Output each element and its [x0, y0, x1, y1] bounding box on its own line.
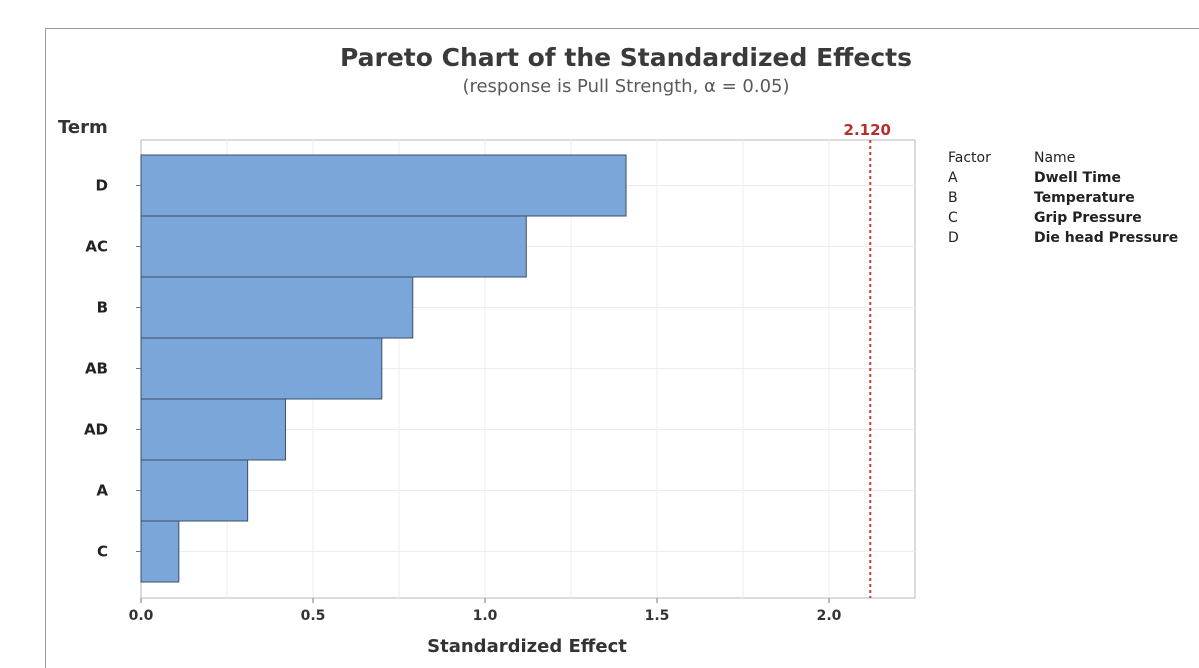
legend-factor-c: C	[948, 210, 958, 226]
x-tick-label: 2.0	[817, 608, 842, 624]
bar-a	[140, 459, 249, 522]
y-tick-label-ac: AC	[85, 238, 108, 256]
legend-name-b: Temperature	[1034, 190, 1135, 206]
legend-header-name: Name	[1034, 150, 1075, 166]
chart-title: Pareto Chart of the Standardized Effects	[340, 43, 912, 72]
legend-factor-d: D	[948, 230, 959, 246]
bars	[140, 154, 627, 583]
bar-b	[140, 276, 414, 339]
legend-factor-b: B	[948, 190, 958, 206]
y-tick-label-d: D	[96, 177, 108, 195]
y-tick-label-ad: AD	[84, 421, 108, 439]
x-tick-label: 0.0	[129, 608, 154, 624]
bar-ad	[140, 398, 286, 461]
chart-subtitle: (response is Pull Strength, α = 0.05)	[462, 76, 789, 97]
x-tick-label: 0.5	[301, 608, 326, 624]
bar-d	[140, 154, 627, 217]
x-tick-label: 1.0	[473, 608, 498, 624]
y-tick-label-a: A	[96, 482, 108, 500]
critical-value-label: 2.120	[844, 121, 891, 139]
reference-line-group: 2.120	[844, 121, 891, 598]
y-tick-label-ab: AB	[85, 360, 108, 378]
bar-c	[140, 520, 180, 583]
x-axis: 0.0 0.5 1.0 1.5 2.0	[129, 598, 842, 624]
x-axis-title: Standardized Effect	[427, 636, 627, 657]
legend-name-a: Dwell Time	[1034, 170, 1121, 186]
legend-name-d: Die head Pressure	[1034, 230, 1178, 246]
x-tick-label: 1.5	[645, 608, 670, 624]
bar-ab	[140, 337, 383, 400]
y-axis-title: Term	[58, 117, 108, 138]
legend-factor-a: A	[948, 170, 958, 186]
legend-name-c: Grip Pressure	[1034, 210, 1142, 226]
y-tick-label-c: C	[97, 543, 108, 561]
bar-ac	[140, 215, 527, 278]
legend-header-factor: Factor	[948, 150, 991, 166]
y-tick-label-b: B	[97, 299, 108, 317]
chart-frame	[45, 28, 1199, 668]
factor-legend: Factor Name A Dwell Time B Temperature C Grip P…	[948, 150, 1178, 246]
